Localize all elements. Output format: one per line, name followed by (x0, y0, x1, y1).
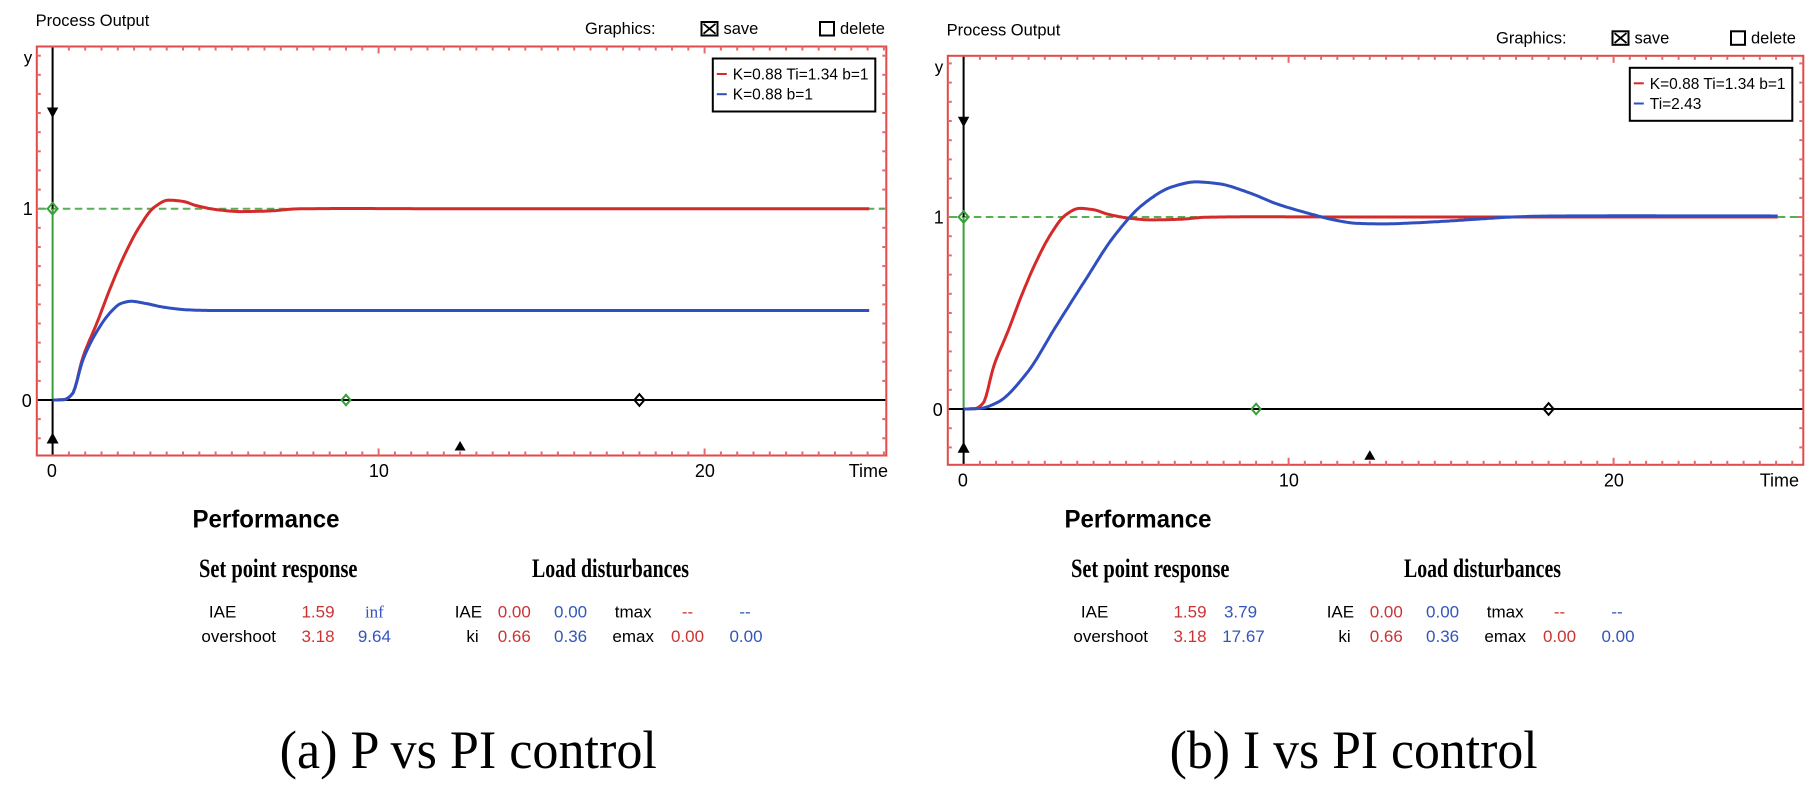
svg-text:20: 20 (1604, 470, 1624, 490)
svg-text:0.00: 0.00 (1426, 602, 1459, 621)
svg-text:ki: ki (466, 627, 478, 646)
svg-text:overshoot: overshoot (1073, 627, 1148, 646)
svg-text:K=0.88 b=1: K=0.88 b=1 (733, 87, 813, 104)
svg-text:--: -- (1554, 602, 1565, 621)
svg-text:Graphics:: Graphics: (1496, 29, 1567, 47)
svg-text:Process Output: Process Output (36, 12, 150, 30)
svg-text:Set point response: Set point response (1071, 554, 1230, 583)
svg-text:1: 1 (23, 199, 33, 219)
svg-text:10: 10 (1279, 470, 1299, 490)
svg-text:0: 0 (958, 470, 968, 490)
svg-text:0: 0 (22, 391, 32, 411)
svg-text:tmax: tmax (1487, 602, 1524, 621)
svg-text:save: save (724, 20, 759, 38)
svg-text:--: -- (1611, 602, 1622, 621)
svg-text:--: -- (682, 602, 693, 621)
svg-text:K=0.88 Ti=1.34 b=1: K=0.88 Ti=1.34 b=1 (733, 67, 869, 84)
svg-text:(b) I vs PI control: (b) I vs PI control (1170, 720, 1538, 780)
svg-text:Time: Time (849, 461, 888, 481)
svg-text:IAE: IAE (1081, 602, 1108, 621)
svg-text:17.67: 17.67 (1222, 627, 1265, 646)
svg-text:--: -- (739, 602, 750, 621)
svg-text:inf: inf (365, 602, 384, 621)
svg-text:save: save (1635, 29, 1670, 47)
svg-text:9.64: 9.64 (358, 627, 391, 646)
svg-text:K=0.88 Ti=1.34 b=1: K=0.88 Ti=1.34 b=1 (1650, 76, 1786, 93)
svg-text:0: 0 (47, 461, 57, 481)
svg-text:Performance: Performance (193, 506, 340, 534)
svg-text:1.59: 1.59 (301, 602, 334, 621)
svg-text:0.00: 0.00 (554, 602, 587, 621)
svg-text:10: 10 (369, 461, 389, 481)
svg-text:Load disturbances: Load disturbances (1404, 554, 1561, 583)
svg-text:Load disturbances: Load disturbances (532, 554, 689, 583)
svg-text:20: 20 (695, 461, 715, 481)
svg-text:3.18: 3.18 (1173, 627, 1206, 646)
svg-text:0: 0 (933, 400, 943, 420)
svg-text:3.79: 3.79 (1224, 602, 1257, 621)
svg-text:Ti=2.43: Ti=2.43 (1650, 96, 1702, 113)
svg-text:0.00: 0.00 (1370, 602, 1403, 621)
svg-text:Process Output: Process Output (947, 21, 1061, 39)
svg-text:0.36: 0.36 (554, 627, 587, 646)
svg-text:0.66: 0.66 (498, 627, 531, 646)
svg-text:IAE: IAE (209, 602, 236, 621)
svg-text:Graphics:: Graphics: (585, 20, 656, 38)
svg-text:Set point response: Set point response (199, 554, 358, 583)
svg-text:0.00: 0.00 (1601, 627, 1634, 646)
svg-text:delete: delete (1751, 29, 1796, 47)
svg-text:emax: emax (1484, 627, 1526, 646)
svg-text:Time: Time (1760, 470, 1799, 490)
svg-text:3.18: 3.18 (301, 627, 334, 646)
svg-text:tmax: tmax (615, 602, 652, 621)
svg-text:IAE: IAE (1327, 602, 1354, 621)
svg-text:(a) P vs PI control: (a) P vs PI control (280, 720, 657, 780)
svg-text:overshoot: overshoot (201, 627, 276, 646)
svg-text:y: y (935, 57, 944, 76)
svg-text:0.66: 0.66 (1370, 627, 1403, 646)
svg-text:delete: delete (840, 20, 885, 38)
svg-text:Performance: Performance (1065, 506, 1212, 534)
svg-text:0.00: 0.00 (1543, 627, 1576, 646)
svg-text:0.00: 0.00 (498, 602, 531, 621)
svg-text:0.00: 0.00 (729, 627, 762, 646)
svg-text:0.00: 0.00 (671, 627, 704, 646)
svg-text:0.36: 0.36 (1426, 627, 1459, 646)
svg-text:IAE: IAE (455, 602, 482, 621)
svg-text:1.59: 1.59 (1173, 602, 1206, 621)
svg-text:ki: ki (1338, 627, 1350, 646)
svg-text:emax: emax (612, 627, 654, 646)
svg-text:1: 1 (934, 207, 944, 227)
svg-text:y: y (24, 48, 33, 67)
